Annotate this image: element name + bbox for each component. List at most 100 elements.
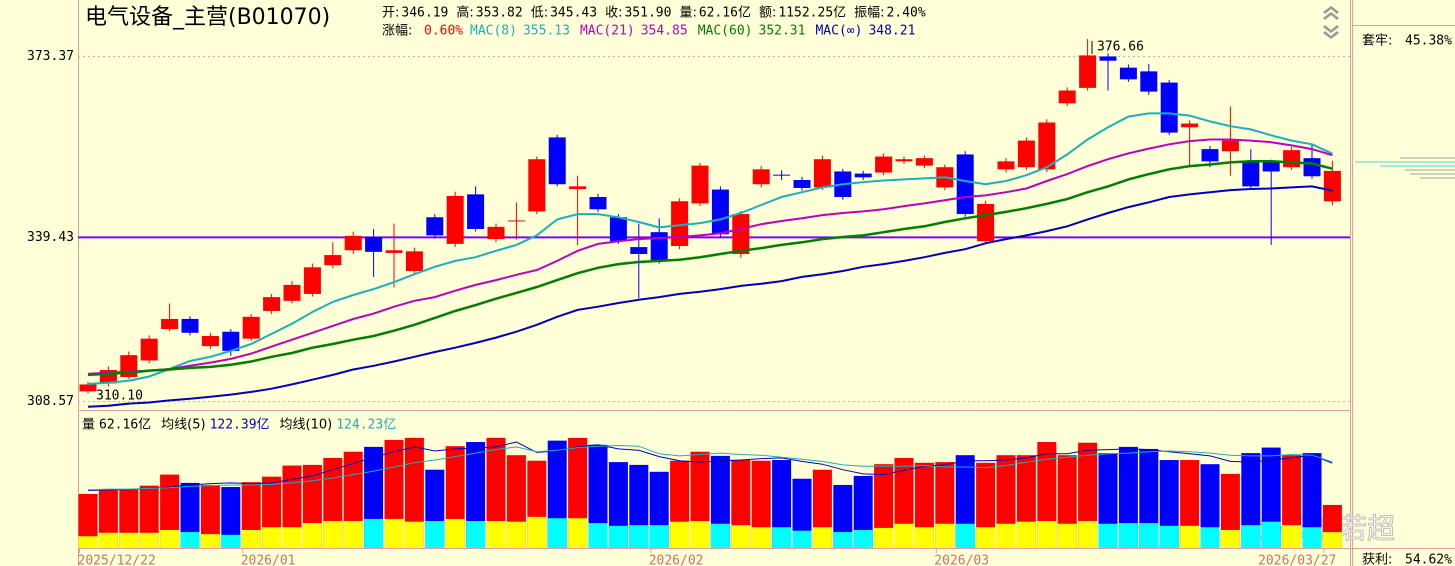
volume-inner xyxy=(241,529,261,548)
candle-body xyxy=(79,384,97,392)
candle-body xyxy=(1283,150,1301,168)
x-tick-label: 2026/01 xyxy=(241,554,296,566)
candle-body xyxy=(365,236,383,252)
x-tick-label: 2026/03 xyxy=(934,554,989,566)
candle-body xyxy=(161,318,179,330)
volume-bar xyxy=(914,462,934,548)
candle-body xyxy=(181,318,199,333)
volume-inner xyxy=(180,532,200,548)
volume-inner xyxy=(119,532,139,548)
volume-inner xyxy=(1078,520,1098,548)
volume-inner xyxy=(1139,523,1159,548)
volume-ma-line xyxy=(87,441,1333,491)
ma-line xyxy=(87,185,1333,408)
volume-inner xyxy=(466,520,486,548)
volume-label: 量 xyxy=(82,418,95,433)
quote-value: 345.43 xyxy=(550,6,597,21)
candle-body xyxy=(1099,56,1117,61)
candle-body xyxy=(1079,55,1097,88)
volume-bar xyxy=(486,437,506,548)
candle-body xyxy=(344,235,362,251)
volume-inner xyxy=(853,529,873,548)
chip-lines xyxy=(1355,157,1455,179)
candle-body xyxy=(630,247,648,254)
candle-body xyxy=(1262,162,1280,172)
volume-inner xyxy=(670,521,690,548)
legend-value: 355.13 xyxy=(523,24,570,39)
candle-body xyxy=(385,250,403,253)
quote-value: 62.16亿 xyxy=(699,6,751,21)
volume-inner xyxy=(404,521,424,548)
y-tick-label: 308.57 xyxy=(27,394,74,409)
volume-inner xyxy=(710,523,730,548)
volume-inner xyxy=(343,520,363,548)
quote-value: 2.40% xyxy=(887,6,926,21)
volume-bar xyxy=(751,460,771,548)
candle-body xyxy=(528,159,546,212)
volume-inner xyxy=(1261,521,1281,548)
candle-body xyxy=(711,189,729,235)
legend-name: MAC(21) xyxy=(580,24,635,39)
volume-inner xyxy=(364,518,384,548)
candle-body xyxy=(263,297,281,311)
candle-body xyxy=(324,255,342,266)
legend-value: 348.21 xyxy=(868,24,915,39)
volume-inner xyxy=(914,527,934,548)
volume-inner xyxy=(751,527,771,548)
volume-inner xyxy=(425,520,445,548)
volume-inner xyxy=(894,523,914,548)
x-tick-label: 2026/02 xyxy=(649,554,704,566)
candle-body xyxy=(405,251,423,272)
ma-line xyxy=(87,112,1333,385)
arrow-down[interactable] xyxy=(1323,25,1339,39)
volume-inner xyxy=(527,516,547,548)
volume-inner xyxy=(78,536,98,548)
change-value: 0.60% xyxy=(424,24,463,39)
legend-name: MAC(8) xyxy=(470,24,517,39)
volume-inner xyxy=(160,529,180,548)
quote-label: 开: xyxy=(382,6,399,21)
volume-inner xyxy=(200,534,220,548)
quote-label: 量: xyxy=(679,6,696,21)
volume-inner xyxy=(384,518,404,548)
volume-bar xyxy=(1282,455,1302,548)
volume-inner xyxy=(955,523,975,548)
volume-inner xyxy=(629,525,649,548)
volume-bar xyxy=(1241,453,1261,548)
volume-inner xyxy=(1098,523,1118,548)
volume-inner xyxy=(1016,521,1036,548)
volume-inner xyxy=(1057,523,1077,548)
candle-body xyxy=(1242,162,1260,187)
scroll-arrows[interactable] xyxy=(1323,6,1339,39)
volume-inner xyxy=(221,534,241,548)
arrow-up[interactable] xyxy=(1323,6,1339,20)
candle-body xyxy=(650,232,668,261)
candle-body xyxy=(1323,170,1341,202)
volume-inner xyxy=(282,527,302,548)
volume-inner xyxy=(812,527,832,548)
candle-body xyxy=(222,331,240,351)
quote-label: 收: xyxy=(605,6,622,21)
candle-body xyxy=(487,226,505,240)
volume-inner xyxy=(649,525,669,548)
candle-body xyxy=(283,284,301,301)
volume-value: 62.16亿 xyxy=(99,418,151,433)
candle-body xyxy=(426,217,444,236)
candle-body xyxy=(467,194,485,229)
candle-body xyxy=(303,267,321,294)
candle-body xyxy=(732,214,750,254)
candle-body xyxy=(752,169,770,185)
candle-body xyxy=(895,159,913,162)
candle-body xyxy=(854,173,872,178)
ma-legend: MAC(8) 355.13 MAC(21) 354.85 MAC(60) 352.31 MA… xyxy=(470,24,915,39)
volume-ma-line xyxy=(87,444,1333,491)
legend-value: 352.31 xyxy=(759,24,806,39)
x-tick-label: 2025/12/22 xyxy=(78,554,156,566)
candle-body xyxy=(956,154,974,215)
volume-inner xyxy=(1220,529,1240,548)
candle-body xyxy=(140,338,158,361)
candle-body xyxy=(977,203,995,242)
y-tick-label: 373.37 xyxy=(27,49,74,64)
volume-inner xyxy=(935,523,955,548)
